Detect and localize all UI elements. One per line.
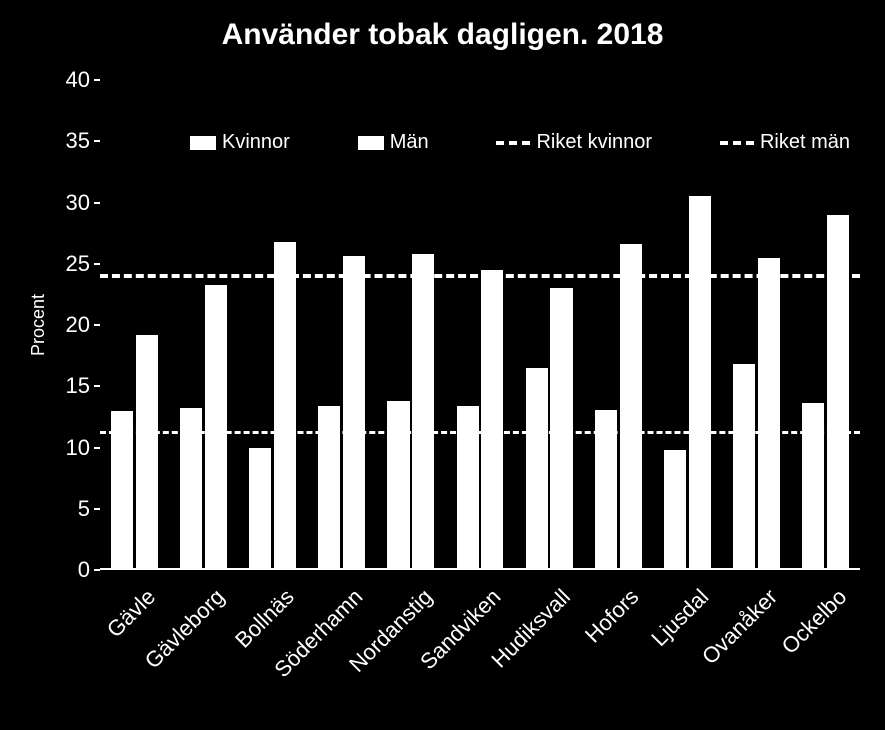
y-tick-label: 15: [40, 373, 90, 399]
bar-man: [827, 215, 849, 570]
bar-kvinnor: [387, 401, 409, 570]
y-tick-label: 10: [40, 435, 90, 461]
chart-title: Använder tobak dagligen. 2018: [0, 18, 885, 52]
bar-man: [343, 256, 365, 570]
y-tick-label: 40: [40, 67, 90, 93]
legend-kvinnor-swatch: [190, 136, 216, 150]
y-tick-mark: [94, 140, 100, 142]
bar-man: [481, 270, 503, 570]
x-tick-label: Bollnäs: [230, 584, 299, 653]
legend-riket-man-label: Riket män: [760, 131, 850, 154]
y-tick-mark: [94, 569, 100, 571]
reference-line: [100, 431, 860, 434]
legend-riket-kvinnor-label: Riket kvinnor: [536, 131, 652, 154]
legend-riket-kvinnor: Riket kvinnor: [496, 131, 652, 154]
x-tick-label: Gävle: [102, 584, 161, 643]
bar-man: [205, 285, 227, 570]
y-tick-label: 20: [40, 312, 90, 338]
x-tick-label: Ljusdal: [646, 584, 714, 652]
bar-man: [412, 254, 434, 570]
y-tick-mark: [94, 508, 100, 510]
y-tick-label: 0: [40, 557, 90, 583]
y-tick-mark: [94, 447, 100, 449]
y-tick-label: 5: [40, 496, 90, 522]
x-tick-label: Ockelbo: [776, 584, 851, 659]
bar-kvinnor: [733, 364, 755, 570]
bar-kvinnor: [249, 448, 271, 571]
bar-man: [620, 244, 642, 570]
y-tick-label: 35: [40, 128, 90, 154]
y-tick-mark: [94, 385, 100, 387]
plot-area: Kvinnor Män Riket kvinnor Riket män: [100, 80, 860, 570]
bar-man: [136, 335, 158, 570]
bar-man: [274, 242, 296, 570]
legend-man-label: Män: [390, 131, 429, 154]
bar-kvinnor: [526, 368, 548, 570]
legend-riket-kvinnor-swatch: [496, 141, 530, 145]
y-tick-label: 25: [40, 251, 90, 277]
bar-man: [550, 288, 572, 570]
bar-kvinnor: [802, 403, 824, 570]
y-tick-mark: [94, 324, 100, 326]
y-tick-label: 30: [40, 190, 90, 216]
y-tick-mark: [94, 263, 100, 265]
x-tick-label: Hofors: [580, 584, 644, 648]
legend-man-swatch: [358, 136, 384, 150]
reference-line: [100, 274, 860, 278]
y-tick-mark: [94, 79, 100, 81]
legend-man: Män: [358, 131, 429, 154]
legend-riket-man: Riket män: [720, 131, 850, 154]
bar-man: [758, 258, 780, 570]
legend-riket-man-swatch: [720, 141, 754, 145]
bar-kvinnor: [664, 450, 686, 570]
legend-kvinnor-label: Kvinnor: [222, 131, 290, 154]
legend: Kvinnor Män Riket kvinnor Riket män: [190, 131, 850, 154]
legend-kvinnor: Kvinnor: [190, 131, 290, 154]
chart-container: Använder tobak dagligen. 2018 Kvinnor Män…: [0, 0, 885, 730]
x-tick-label: Ovanåker: [697, 584, 783, 670]
bar-man: [689, 196, 711, 570]
bar-kvinnor: [111, 411, 133, 570]
y-tick-mark: [94, 202, 100, 204]
x-axis-baseline: [100, 568, 860, 570]
